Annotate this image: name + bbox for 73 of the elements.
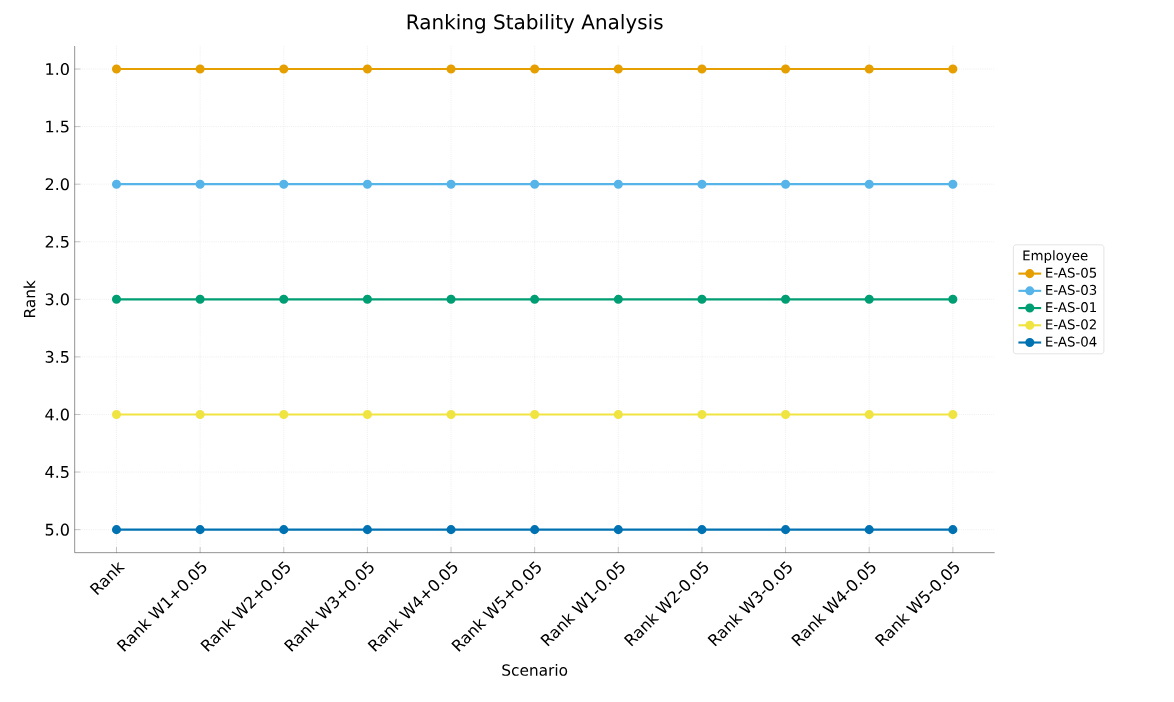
point [446, 64, 456, 74]
point [362, 525, 372, 535]
point [864, 409, 874, 420]
y-axis-title: Rank [23, 280, 36, 317]
point [613, 409, 623, 420]
point [697, 409, 707, 420]
legend-label: E-AS-02 [1046, 319, 1096, 330]
y-tick-label: 2.0 [45, 178, 69, 191]
legend-label: E-AS-05 [1046, 267, 1097, 278]
point [613, 64, 623, 74]
point [781, 525, 791, 535]
point [111, 409, 122, 420]
point [279, 294, 289, 304]
point [111, 179, 122, 189]
point [697, 525, 707, 535]
point [530, 409, 540, 420]
point [864, 179, 874, 189]
point [613, 525, 623, 535]
point [864, 525, 874, 535]
point [279, 409, 289, 420]
point [279, 525, 289, 535]
point [362, 64, 372, 74]
y-tick-label: 5.0 [45, 523, 69, 536]
point [530, 525, 540, 535]
point [697, 64, 707, 74]
legend-label: E-AS-03 [1046, 284, 1097, 295]
point [613, 294, 623, 304]
chart-title: Ranking Stability Analysis [407, 13, 663, 34]
point [864, 294, 874, 304]
point [111, 64, 122, 74]
legend-label: E-AS-01 [1046, 302, 1096, 313]
point [446, 294, 456, 304]
point [530, 64, 540, 74]
point [362, 294, 372, 304]
point [195, 409, 205, 420]
point [111, 294, 122, 304]
point [697, 179, 707, 189]
point [530, 179, 540, 189]
y-tick-label: 1.0 [46, 62, 69, 76]
y-tick-label: 3.5 [45, 350, 69, 363]
point [362, 179, 372, 189]
legend-title: Employee [1023, 250, 1088, 264]
y-tick-label: 4.5 [45, 466, 69, 478]
point [195, 525, 205, 535]
point [864, 64, 874, 74]
point [948, 294, 958, 304]
point [948, 179, 958, 189]
point [362, 409, 372, 420]
point [279, 64, 289, 74]
point [781, 294, 791, 304]
point [446, 525, 456, 535]
x-axis-title: Scenario [502, 663, 568, 676]
point [948, 409, 958, 420]
point [195, 294, 205, 304]
point [111, 525, 122, 535]
y-tick-label: 3.0 [45, 293, 69, 306]
point [195, 64, 205, 74]
point [195, 179, 205, 189]
y-tick-label: 1.5 [46, 120, 69, 133]
point [781, 179, 791, 189]
point [948, 525, 958, 535]
point [530, 294, 540, 304]
y-tick-label: 4.0 [45, 408, 69, 421]
point [781, 64, 791, 74]
point [446, 409, 456, 420]
y-tick-label: 2.5 [45, 235, 69, 248]
point [948, 64, 958, 74]
point [697, 294, 707, 304]
point [613, 179, 623, 189]
point [446, 179, 456, 189]
point [781, 409, 791, 420]
legend-label: E-AS-04 [1046, 336, 1097, 347]
point [279, 179, 289, 189]
